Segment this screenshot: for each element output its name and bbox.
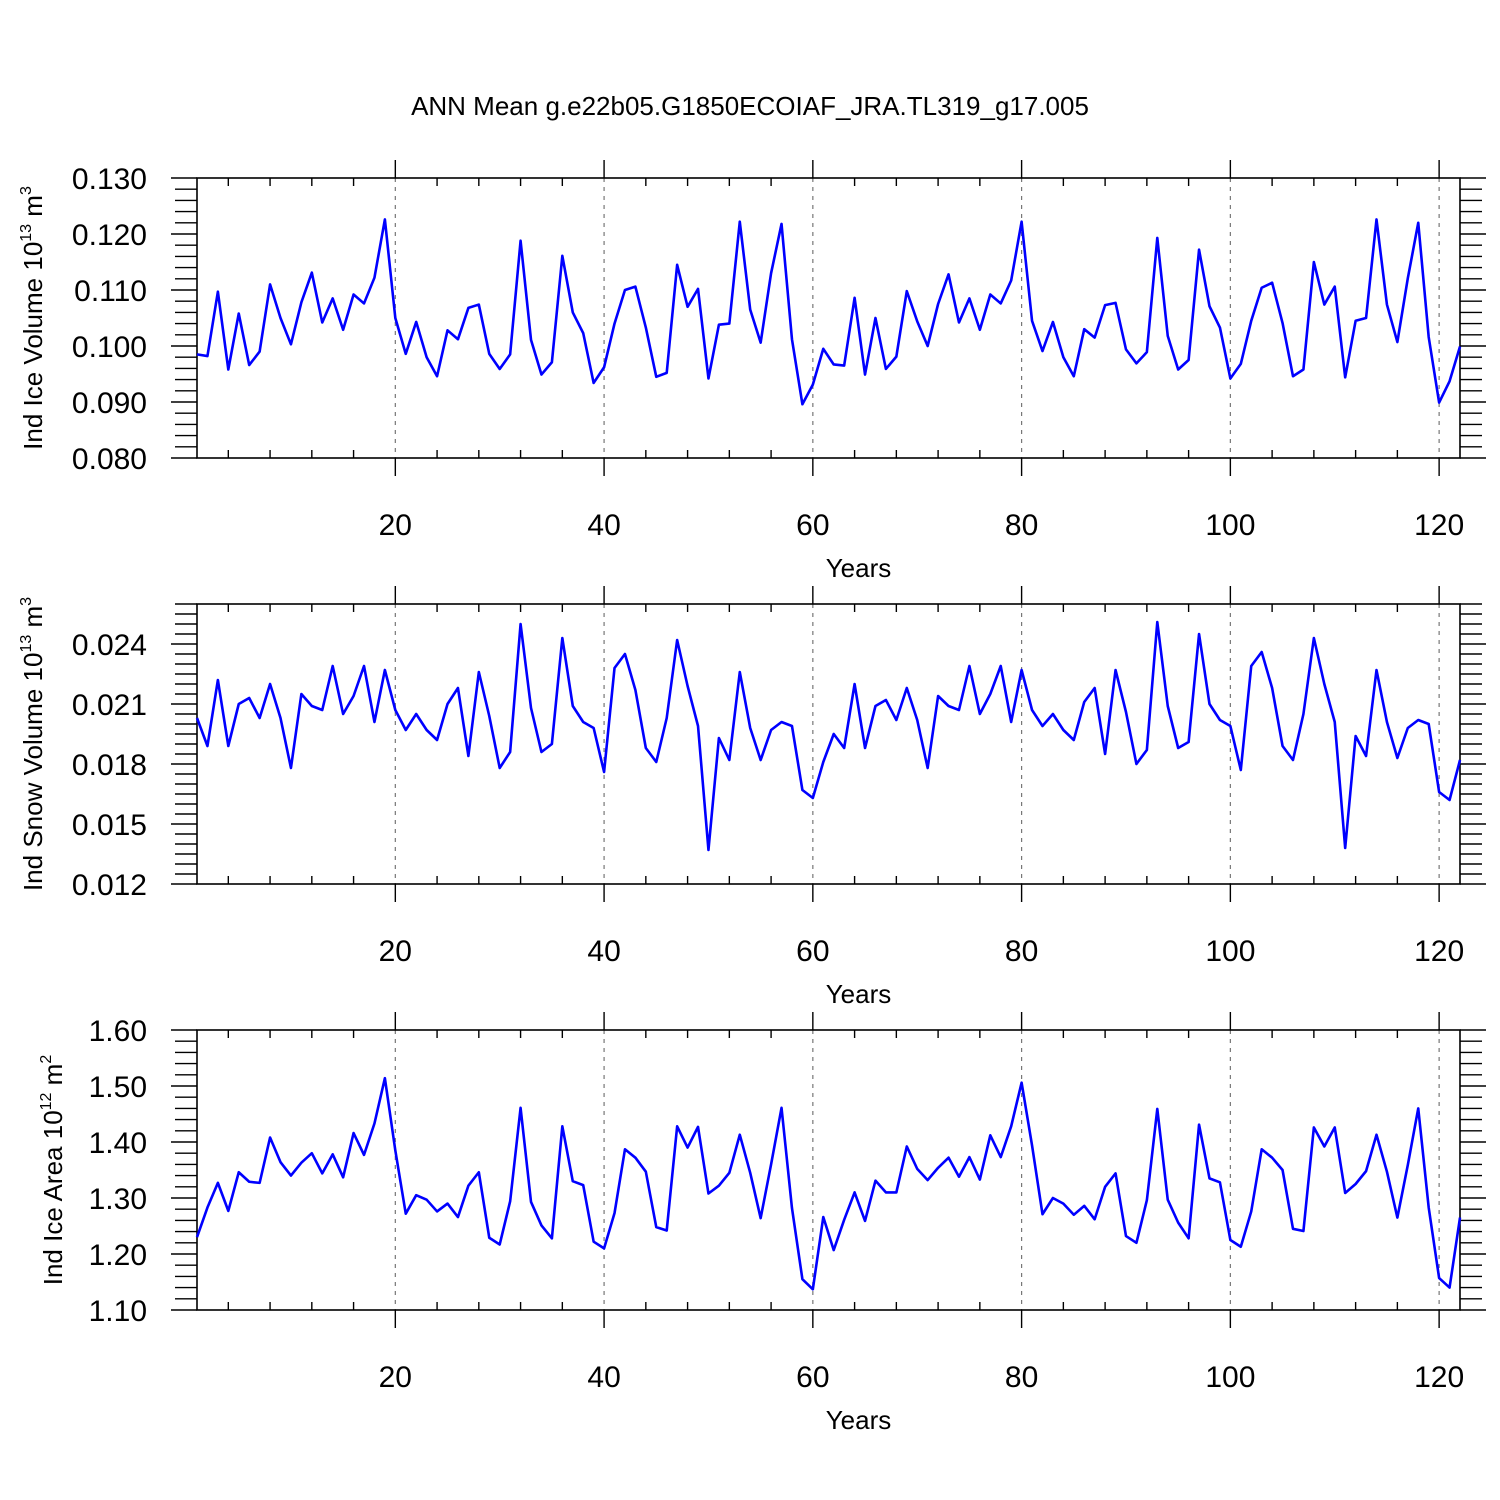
series-line-1 xyxy=(195,620,1462,852)
y-axis-label: Ind Ice Volume 1013 m3 xyxy=(18,186,48,450)
y-tick-label: 0.110 xyxy=(74,275,147,308)
x-tick-label: 40 xyxy=(587,509,620,542)
y-tick-label: 1.30 xyxy=(89,1183,147,1216)
x-tick-label: 20 xyxy=(379,935,412,968)
chart-panel-2: 20 40 60 80 100 120 0.012 0.015 0.018 0.021 0.024 Y… xyxy=(18,586,1486,1009)
y-tick-label: 0.012 xyxy=(72,869,147,902)
figure-title: ANN Mean g.e22b05.G1850ECOIAF_JRA.TL319_… xyxy=(411,91,1089,121)
y-tick-label: 0.021 xyxy=(72,689,147,722)
plot-frame xyxy=(196,177,1461,459)
y-tick-label: 0.120 xyxy=(72,219,147,252)
y-tick-label: 1.20 xyxy=(89,1239,147,1272)
plot-frame xyxy=(196,603,1461,885)
x-tick-label: 100 xyxy=(1205,935,1255,968)
x-tick-label: 80 xyxy=(1005,1361,1038,1394)
y-tick-label: 0.130 xyxy=(72,163,147,196)
x-axis-label: Years xyxy=(826,553,892,583)
y-tick-label: 0.100 xyxy=(72,331,147,364)
series-line-1 xyxy=(195,1076,1462,1291)
x-tick-label: 20 xyxy=(379,509,412,542)
x-tick-label: 60 xyxy=(796,935,829,968)
x-tick-label: 60 xyxy=(796,509,829,542)
x-tick-label: 120 xyxy=(1414,1361,1464,1394)
y-tick-label: 0.015 xyxy=(72,809,147,842)
x-tick-label: 100 xyxy=(1205,1361,1255,1394)
y-tick-label: 0.024 xyxy=(72,629,147,662)
x-tick-label: 80 xyxy=(1005,509,1038,542)
x-tick-label: 120 xyxy=(1414,935,1464,968)
x-tick-label: 100 xyxy=(1205,509,1255,542)
y-axis-label: Ind Snow Volume 1013 m3 xyxy=(18,597,48,891)
series-line-1 xyxy=(196,218,1462,406)
chart-panel-3: 20 40 60 80 100 120 1.10 1.20 1.30 1.40 1.50 1.60 Ye… xyxy=(38,1012,1486,1435)
chart-panel-1: 20 40 60 80 100 120 0.080 0.090 0.100 0.110 0.120 0… xyxy=(18,160,1486,583)
y-tick-label: 0.018 xyxy=(72,749,147,782)
y-tick-label: 1.50 xyxy=(89,1071,147,1104)
y-tick-label: 0.080 xyxy=(72,443,147,476)
x-axis-label: Years xyxy=(826,1405,892,1435)
y-tick-label: 1.40 xyxy=(89,1127,147,1160)
x-tick-label: 40 xyxy=(587,935,620,968)
x-axis-label: Years xyxy=(826,979,892,1009)
x-tick-label: 40 xyxy=(587,1361,620,1394)
y-axis-label: Ind Ice Area 1012 m2 xyxy=(38,1055,68,1286)
x-tick-label: 80 xyxy=(1005,935,1038,968)
y-tick-label: 0.090 xyxy=(72,387,147,420)
y-tick-label: 1.60 xyxy=(89,1015,147,1048)
x-tick-label: 120 xyxy=(1414,509,1464,542)
x-tick-label: 60 xyxy=(796,1361,829,1394)
plot-frame xyxy=(196,1029,1461,1311)
x-tick-label: 20 xyxy=(379,1361,412,1394)
y-tick-label: 1.10 xyxy=(89,1295,147,1328)
